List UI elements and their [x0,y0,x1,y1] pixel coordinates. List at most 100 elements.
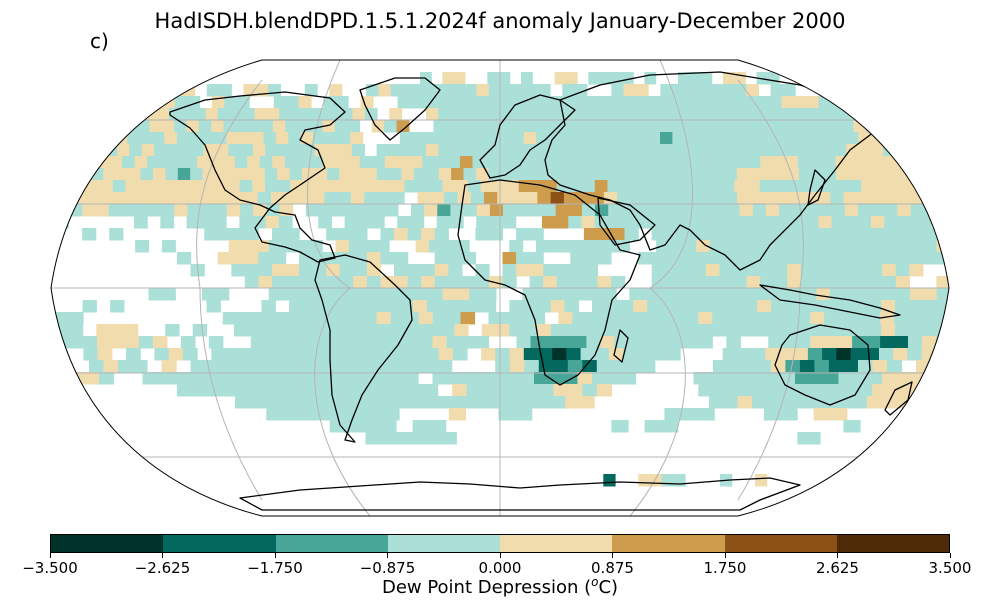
anomaly-cell [605,324,621,337]
anomaly-cell [191,384,207,397]
anomaly-cell [664,408,682,421]
anomaly-cell [362,288,377,301]
anomaly-cell [341,180,355,193]
anomaly-cell [806,96,820,109]
anomaly-cell [324,192,339,205]
anomaly-cell [570,264,585,277]
anomaly-cell [326,168,340,181]
anomaly-cell [418,312,434,325]
anomaly-cell [722,156,736,169]
anomaly-cell [773,252,788,265]
anomaly-cell [376,336,392,349]
anomaly-cell [534,372,550,385]
anomaly-cell [771,324,786,337]
anomaly-cell [396,348,411,361]
anomaly-cell [150,180,165,193]
anomaly-cell [322,288,337,301]
anomaly-cell [351,168,365,181]
anomaly-cell [353,252,368,265]
anomaly-cell [895,132,909,145]
anomaly-cell [770,360,786,373]
anomaly-cell [712,384,728,397]
anomaly-cell [868,72,881,85]
anomaly-cell [617,192,632,205]
anomaly-cell [495,360,511,373]
anomaly-cell [299,408,317,421]
anomaly-cell [746,264,761,277]
anomaly-cell [488,228,504,241]
anomaly-cell [432,312,448,325]
anomaly-cell [739,204,754,217]
anomaly-cell [299,276,314,289]
anomaly-cell [250,336,266,349]
anomaly-cell [547,156,561,169]
colorbar-tick-label: −2.625 [134,559,191,577]
anomaly-cell [127,132,141,145]
anomaly-cell [712,360,728,373]
anomaly-cell [795,396,811,409]
anomaly-cell [100,180,114,193]
anomaly-cell [278,336,294,349]
anomaly-cell [797,180,812,193]
anomaly-cell [322,156,336,169]
anomaly-cell [176,180,190,193]
anomaly-cell [556,276,571,289]
anomaly-cell [894,324,910,337]
anomaly-cell [645,180,659,193]
anomaly-cell [759,132,773,145]
anomaly-cell [470,192,485,205]
anomaly-cell [580,348,596,361]
anomaly-cell [523,108,537,121]
anomaly-cell [438,348,454,361]
anomaly-cell [181,108,194,121]
anomaly-cell [855,96,869,109]
anomaly-cell [412,420,430,433]
anomaly-cell [312,276,327,289]
anomaly-cell [632,180,647,193]
anomaly-cell [741,384,757,397]
anomaly-cell [610,72,623,85]
anomaly-cell [433,120,447,133]
anomaly-cell [426,144,439,157]
anomaly-cell [586,144,600,157]
anomaly-cell [217,192,232,205]
anomaly-cell [554,72,567,85]
anomaly-cell [234,324,249,337]
anomaly-cell [597,228,612,241]
anomaly-cell [186,216,201,229]
anomaly-cell [823,180,837,193]
anomaly-cell [114,132,128,145]
anomaly-cell [814,228,829,241]
anomaly-cell [55,324,70,337]
anomaly-cell [347,120,361,133]
anomaly-cell [316,324,331,337]
anomaly-cell [382,408,400,421]
anomaly-cell [594,180,609,193]
anomaly-cell [404,336,420,349]
anomaly-cell [289,168,303,181]
anomaly-cells [55,72,949,487]
anomaly-cell [600,168,614,181]
anomaly-cell [782,84,796,97]
anomaly-cell [422,360,438,373]
anomaly-cell [640,360,656,373]
anomaly-cell [884,216,898,229]
anomaly-cell [909,264,924,277]
anomaly-cell [880,312,895,325]
anomaly-cell [612,168,626,181]
colorbar-segment [836,535,949,552]
anomaly-cell [883,144,897,157]
anomaly-cell [289,300,304,313]
anomaly-cell [537,192,552,205]
anomaly-cell [303,108,317,121]
anomaly-cell [868,264,883,277]
anomaly-cell [239,180,253,193]
anomaly-cell [576,288,590,301]
anomaly-cell [468,300,483,313]
anomaly-cell [850,348,866,361]
anomaly-cell [800,276,815,289]
anomaly-cell [651,252,666,265]
anomaly-cell [649,168,663,181]
anomaly-cell [362,420,381,433]
anomaly-cell [895,228,910,241]
